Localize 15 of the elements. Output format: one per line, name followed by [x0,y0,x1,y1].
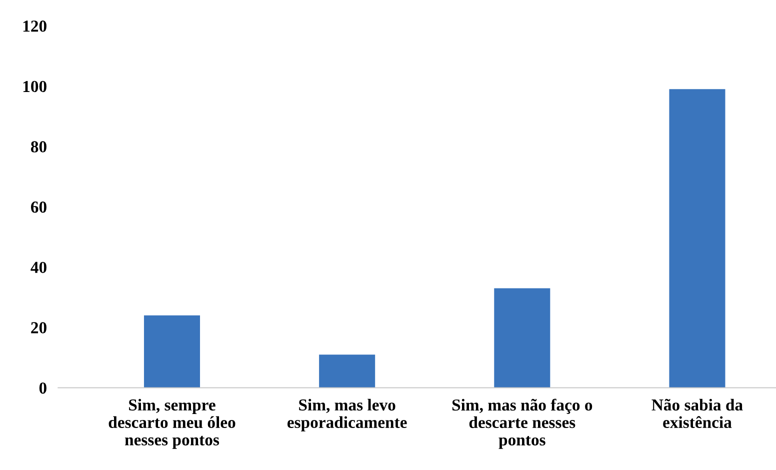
y-tick-label: 40 [30,262,46,274]
bar [319,354,376,388]
x-tick-label: Não sabia da existência [652,398,743,428]
x-tick-label: Sim, mas não faço o descarte nesses pontos [452,398,592,449]
bar [669,89,726,388]
y-tick-label: 60 [30,202,46,213]
y-tick-label: 80 [30,141,46,152]
bar [494,288,550,388]
y-tick-label: 120 [23,20,46,32]
y-tick-label: 0 [39,382,46,394]
x-tick-label: Sim, mas levo esporadicamente [287,398,407,432]
y-tick-label: 20 [31,322,46,334]
x-tick-label: Sim, sempre descarto meu óleo nesses pontos [108,398,236,449]
bar [144,315,200,388]
y-tick-label: 100 [23,80,46,92]
